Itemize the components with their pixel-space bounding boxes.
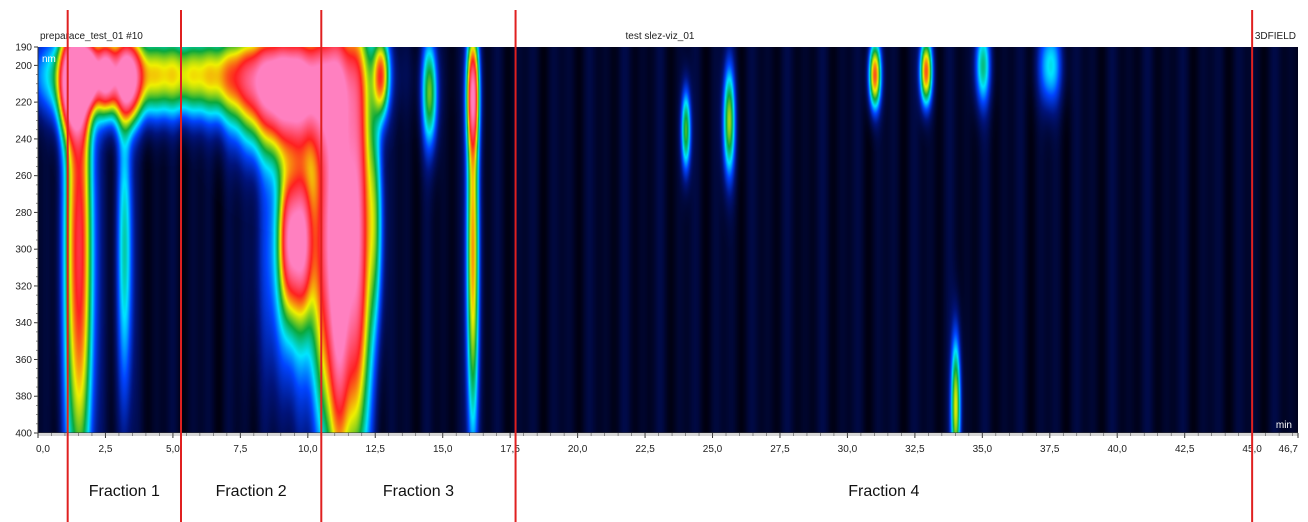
y-tick-label: 340	[15, 318, 32, 329]
x-tick-label: 25,0	[703, 444, 723, 455]
x-tick-label: 10,0	[298, 444, 318, 455]
y-tick-label: 240	[15, 134, 32, 145]
x-axis-scrollbar[interactable]	[38, 433, 1298, 436]
fraction-labels: Fraction 1 Fraction 2 Fraction 3 Fraction 4	[89, 483, 920, 500]
x-tick-label: 35,0	[973, 444, 993, 455]
x-tick-label: 40,0	[1107, 444, 1127, 455]
y-unit-label: nm	[42, 54, 56, 65]
fraction-label: Fraction 2	[216, 483, 287, 500]
fraction-label: Fraction 4	[848, 483, 919, 500]
y-tick-label: 300	[15, 245, 32, 256]
x-tick-label: 2,5	[98, 444, 112, 455]
x-axis-ticks: 0,0 2,5 5,0 7,5 10,0 12,5 15,0 17,5 20,0 22,5 25,0…	[36, 433, 1299, 455]
fraction-boundary-lines	[66, 10, 1254, 522]
y-tick-label: 280	[15, 208, 32, 219]
x-tick-label: 27,5	[770, 444, 790, 455]
x-tick-label: 22,5	[635, 444, 655, 455]
y-tick-label: 400	[15, 429, 32, 440]
x-tick-label: 0,0	[36, 444, 50, 455]
x-tick-label: 42,5	[1175, 444, 1195, 455]
x-tick-label: 5,0	[166, 444, 180, 455]
x-tick-label: 15,0	[433, 444, 453, 455]
y-tick-label: 380	[15, 392, 32, 403]
x-unit-label: min	[1276, 420, 1292, 431]
header-right-title: 3DFIELD	[1255, 31, 1296, 42]
x-tick-label: 30,0	[838, 444, 858, 455]
y-tick-label: 360	[15, 355, 32, 366]
fraction-label: Fraction 1	[89, 483, 160, 500]
x-tick-label: 12,5	[366, 444, 386, 455]
y-tick-label: 200	[15, 61, 32, 72]
y-tick-label: 220	[15, 98, 32, 109]
y-tick-label: 260	[15, 171, 32, 182]
fraction-label: Fraction 3	[383, 483, 454, 500]
x-tick-label: 17,5	[500, 444, 520, 455]
y-tick-label: 320	[15, 281, 32, 292]
x-tick-label: 7,5	[233, 444, 247, 455]
y-tick-label: 190	[15, 43, 32, 54]
x-tick-label: 46,7	[1279, 444, 1299, 455]
heatmap-area	[38, 47, 1298, 433]
header-center-title: test slez-viz_01	[626, 31, 695, 42]
x-tick-label: 32,5	[905, 444, 925, 455]
heatmap-canvas	[38, 47, 1298, 433]
x-tick-label: 37,5	[1040, 444, 1060, 455]
y-axis-ticks: 190 200 220 240 260 280 300 320 340 360 380 400	[15, 43, 38, 440]
x-tick-label: 20,0	[568, 444, 588, 455]
header-left-title: preparace_test_01 #10	[40, 31, 143, 42]
